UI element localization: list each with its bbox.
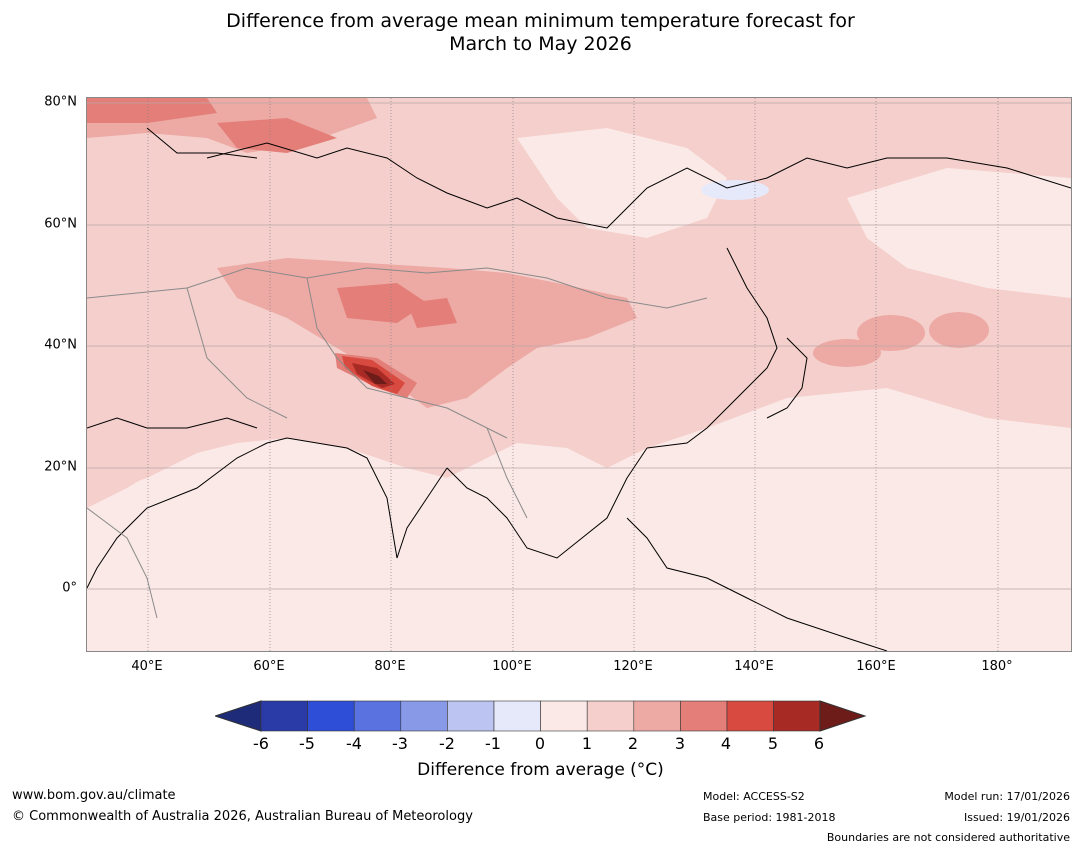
- anomaly-fill-siberia-neg: [701, 180, 769, 200]
- colorbar-bin-1: [307, 700, 355, 732]
- anomaly-fill-3-4-arctic: [87, 98, 217, 123]
- footer-disclaimer: Boundaries are not considered authoritat…: [826, 831, 1070, 844]
- anomaly-fill-2-3-pacific-a: [857, 315, 925, 351]
- parallel-lines: [87, 102, 1071, 590]
- colorbar-tick-5: 5: [767, 734, 779, 753]
- anomaly-fill-6plus-himalaya: [363, 370, 387, 384]
- map-canvas: [87, 98, 1071, 651]
- colorbar-tick-neg6: -6: [253, 734, 269, 753]
- title-line-1: Difference from average mean minimum tem…: [226, 10, 855, 32]
- footer-base-period: Base period: 1981-2018: [703, 811, 836, 824]
- footer-url[interactable]: www.bom.gov.au/climate: [12, 788, 176, 803]
- meridian-lines: [147, 98, 999, 651]
- lat-label-20n: 20°N: [44, 459, 77, 475]
- colorbar-tick-1: 1: [581, 734, 593, 753]
- anomaly-fill-2-3-central-asia: [217, 258, 637, 408]
- lon-label-120e: 120°E: [613, 659, 653, 674]
- lon-label-140e: 140°E: [734, 659, 774, 674]
- colorbar-tick-neg1: -1: [485, 734, 501, 753]
- footer-model-run: Model run: 17/01/2026: [944, 790, 1070, 803]
- colorbar-tick-6: 6: [813, 734, 825, 753]
- colorbar-tick-4: 4: [720, 734, 732, 753]
- colorbar-tick-neg4: -4: [346, 734, 362, 753]
- anomaly-fill-2-3-pacific-c: [813, 339, 881, 367]
- lat-label-40n: 40°N: [44, 337, 77, 353]
- lon-label-100e: 100°E: [492, 659, 532, 674]
- colorbar-bin-3: [400, 700, 448, 732]
- colorbar-bin-9: [680, 700, 728, 732]
- lat-label-80n: 80°N: [44, 94, 77, 110]
- anomaly-fill-pacific-0-1: [847, 168, 1071, 298]
- colorbar-tick-neg5: -5: [299, 734, 315, 753]
- colorbar-bin-10: [726, 700, 774, 732]
- country-borders: [87, 267, 708, 619]
- colorbar-tick-2: 2: [627, 734, 639, 753]
- map-title: Difference from average mean minimum tem…: [0, 10, 1081, 56]
- colorbar-bin-4: [447, 700, 495, 732]
- lat-label-60n: 60°N: [44, 216, 77, 232]
- anomaly-map: [86, 97, 1072, 652]
- anomaly-fill-1-2-arabia: [87, 308, 247, 498]
- lon-label-40e: 40°E: [131, 659, 163, 674]
- colorbar-low-extend: [215, 700, 262, 732]
- lon-label-80e: 80°E: [374, 659, 406, 674]
- lon-label-180: 180°: [981, 659, 1013, 674]
- footer-model: Model: ACCESS-S2: [703, 790, 805, 803]
- colorbar-tick-3: 3: [674, 734, 686, 753]
- colorbar-bin-11: [773, 700, 821, 732]
- colorbar-bin-2: [353, 700, 402, 732]
- colorbar-bin-6: [540, 700, 588, 732]
- title-line-2: March to May 2026: [449, 33, 632, 55]
- anomaly-fill-3-4-kazakh: [337, 283, 427, 323]
- anomaly-fill-3-4-tarim: [407, 298, 457, 328]
- footer-issued: Issued: 19/01/2026: [963, 811, 1070, 824]
- lat-label-0: 0°: [62, 580, 77, 596]
- anomaly-fill-3-4-barents: [217, 118, 337, 153]
- colorbar-tick-neg2: -2: [439, 734, 455, 753]
- coastlines: [87, 127, 1071, 651]
- colorbar: [215, 700, 867, 732]
- colorbar-bin-0: [260, 700, 308, 732]
- colorbar-title: Difference from average (°C): [417, 760, 664, 780]
- colorbar-bin-5: [493, 700, 541, 732]
- lon-label-60e: 60°E: [253, 659, 285, 674]
- colorbar-bin-7: [586, 700, 635, 732]
- colorbar-tick-0: 0: [534, 734, 546, 753]
- anomaly-fill-siberia-0-1: [517, 128, 727, 238]
- lon-label-160e: 160°E: [856, 659, 896, 674]
- anomaly-fill-2-3-pacific-b: [929, 312, 989, 348]
- footer-copyright: © Commonwealth of Australia 2026, Austra…: [12, 809, 473, 824]
- colorbar-tick-neg3: -3: [392, 734, 408, 753]
- colorbar-bin-8: [633, 700, 681, 732]
- colorbar-high-extend: [819, 700, 867, 732]
